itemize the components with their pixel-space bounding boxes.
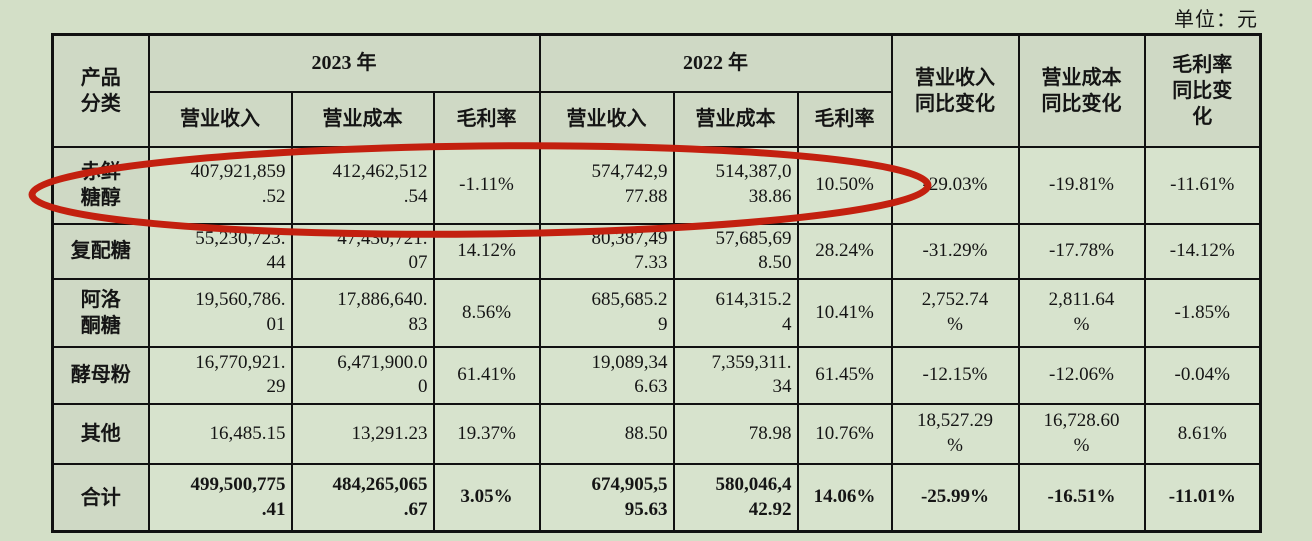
cell-margin-2022: 28.24%	[796, 222, 893, 280]
cell-margin-2023: 61.41%	[432, 345, 541, 405]
cell-cost-2023: 412,462,512 .54	[290, 145, 435, 225]
cell-margin-2023: 14.12%	[432, 222, 541, 280]
cell-revenue-2023: 16,770,921. 29	[147, 345, 293, 405]
cell-cost-yoy: -19.81%	[1017, 145, 1146, 225]
cell-revenue-2022: 574,742,9 77.88	[538, 145, 675, 225]
cell-margin-2022: 14.06%	[796, 462, 893, 533]
cell-revenue-yoy: 18,527.29 %	[890, 402, 1020, 465]
row-label: 复配糖	[51, 222, 150, 280]
cell-cost-yoy: 2,811.64 %	[1017, 277, 1146, 348]
table-row: 复配糖 55,230,723. 44 47,430,721. 07 14.12%…	[51, 222, 1262, 280]
cell-cost-yoy: -17.78%	[1017, 222, 1146, 280]
table-row: 赤鲜 糖醇 407,921,859 .52 412,462,512 .54 -1…	[51, 145, 1262, 225]
cell-revenue-2023: 16,485.15	[147, 402, 293, 465]
cell-margin-2023: 8.56%	[432, 277, 541, 348]
cell-revenue-2022: 80,387,49 7.33	[538, 222, 675, 280]
col-header-margin-yoy: 毛利率 同比变 化	[1143, 33, 1262, 148]
cell-revenue-yoy: 2,752.74 %	[890, 277, 1020, 348]
col-header-cost-yoy: 营业成本 同比变化	[1017, 33, 1146, 148]
cell-revenue-2022: 88.50	[538, 402, 675, 465]
cell-revenue-2023: 55,230,723. 44	[147, 222, 293, 280]
col-header-revenue-2023: 营业收入	[147, 90, 293, 148]
cell-cost-2022: 580,046,4 42.92	[672, 462, 799, 533]
cell-cost-yoy: -12.06%	[1017, 345, 1146, 405]
col-header-margin-2023: 毛利率	[432, 90, 541, 148]
row-label: 合计	[51, 462, 150, 533]
table-row: 阿洛 酮糖 19,560,786. 01 17,886,640. 83 8.56…	[51, 277, 1262, 348]
cell-margin-2023: -1.11%	[432, 145, 541, 225]
col-header-year-2023: 2023 年	[147, 33, 541, 93]
cell-revenue-yoy: -25.99%	[890, 462, 1020, 533]
cell-revenue-yoy: -12.15%	[890, 345, 1020, 405]
cell-revenue-2022: 674,905,5 95.63	[538, 462, 675, 533]
cell-revenue-2022: 685,685.2 9	[538, 277, 675, 348]
row-label: 阿洛 酮糖	[51, 277, 150, 348]
cell-margin-yoy: -11.61%	[1143, 145, 1262, 225]
cell-revenue-2023: 499,500,775 .41	[147, 462, 293, 533]
cell-cost-2023: 47,430,721. 07	[290, 222, 435, 280]
header-row-metrics: 营业收入 营业成本 毛利率 营业收入 营业成本 毛利率	[53, 90, 1261, 148]
cell-cost-2022: 614,315.2 4	[672, 277, 799, 348]
row-label: 酵母粉	[51, 345, 150, 405]
row-label: 其他	[51, 402, 150, 465]
header-row-years: 产品 分类 2023 年 2022 年 营业收入 同比变化 营业成本 同比变化 …	[51, 33, 1262, 148]
cell-margin-2022: 10.41%	[796, 277, 893, 348]
cell-margin-2023: 3.05%	[432, 462, 541, 533]
cell-margin-yoy: -11.01%	[1143, 462, 1262, 533]
cell-cost-2023: 484,265,065 .67	[290, 462, 435, 533]
table-row-total: 合计 499,500,775 .41 484,265,065 .67 3.05%…	[51, 462, 1262, 533]
col-header-revenue-yoy: 营业收入 同比变化	[890, 33, 1020, 148]
col-header-product-category: 产品 分类	[51, 33, 150, 148]
cell-margin-2023: 19.37%	[432, 402, 541, 465]
cell-revenue-2023: 407,921,859 .52	[147, 145, 293, 225]
cell-revenue-2022: 19,089,34 6.63	[538, 345, 675, 405]
cell-cost-2022: 57,685,69 8.50	[672, 222, 799, 280]
cell-revenue-2023: 19,560,786. 01	[147, 277, 293, 348]
cell-margin-yoy: 8.61%	[1143, 402, 1262, 465]
cell-cost-2023: 13,291.23	[290, 402, 435, 465]
col-header-revenue-2022: 营业收入	[538, 90, 675, 148]
cell-revenue-yoy: -31.29%	[890, 222, 1020, 280]
cell-margin-yoy: -1.85%	[1143, 277, 1262, 348]
cell-cost-2022: 7,359,311. 34	[672, 345, 799, 405]
cell-margin-2022: 61.45%	[796, 345, 893, 405]
table-row: 酵母粉 16,770,921. 29 6,471,900.0 0 61.41% …	[51, 345, 1262, 405]
col-header-cost-2023: 营业成本	[290, 90, 435, 148]
cell-cost-2022: 514,387,0 38.86	[672, 145, 799, 225]
cell-cost-2022: 78.98	[672, 402, 799, 465]
cell-margin-2022: 10.76%	[796, 402, 893, 465]
col-header-margin-2022: 毛利率	[796, 90, 893, 148]
cell-margin-yoy: -0.04%	[1143, 345, 1262, 405]
cell-cost-yoy: 16,728.60 %	[1017, 402, 1146, 465]
cell-cost-2023: 6,471,900.0 0	[290, 345, 435, 405]
col-header-year-2022: 2022 年	[538, 33, 893, 93]
cell-margin-yoy: -14.12%	[1143, 222, 1262, 280]
table-row: 其他 16,485.15 13,291.23 19.37% 88.50 78.9…	[51, 402, 1262, 465]
cell-margin-2022: 10.50%	[796, 145, 893, 225]
cell-revenue-yoy: -29.03%	[890, 145, 1020, 225]
product-revenue-table: 产品 分类 2023 年 2022 年 营业收入 同比变化 营业成本 同比变化 …	[51, 33, 1262, 534]
cell-cost-2023: 17,886,640. 83	[290, 277, 435, 348]
row-label: 赤鲜 糖醇	[51, 145, 150, 225]
cell-cost-yoy: -16.51%	[1017, 462, 1146, 533]
col-header-cost-2022: 营业成本	[672, 90, 799, 148]
unit-label: 单位：元	[1174, 9, 1258, 31]
